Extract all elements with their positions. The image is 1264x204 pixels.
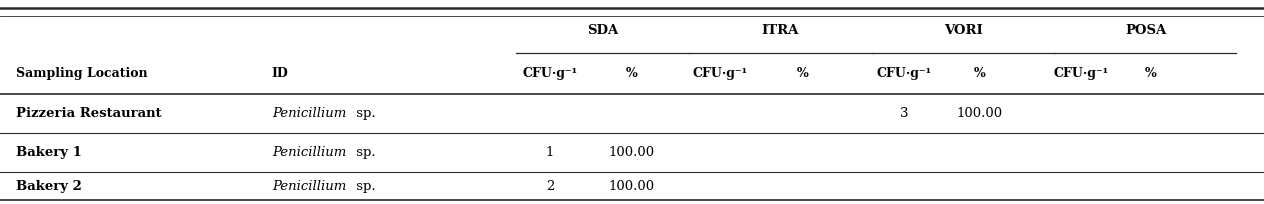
- Text: Sampling Location: Sampling Location: [16, 67, 148, 80]
- Text: Bakery 2: Bakery 2: [16, 180, 82, 193]
- Text: Penicillium: Penicillium: [272, 107, 346, 120]
- Text: SDA: SDA: [586, 24, 618, 37]
- Text: sp.: sp.: [353, 180, 375, 193]
- Text: VORI: VORI: [944, 24, 983, 37]
- Text: %: %: [796, 67, 809, 80]
- Text: 2: 2: [546, 180, 554, 193]
- Text: 100.00: 100.00: [609, 146, 655, 159]
- Text: POSA: POSA: [1125, 24, 1167, 37]
- Text: %: %: [973, 67, 986, 80]
- Text: ITRA: ITRA: [762, 24, 799, 37]
- Text: 100.00: 100.00: [609, 180, 655, 193]
- Text: %: %: [626, 67, 638, 80]
- Text: CFU·g⁻¹: CFU·g⁻¹: [1053, 67, 1109, 80]
- Text: CFU·g⁻¹: CFU·g⁻¹: [876, 67, 932, 80]
- Text: Pizzeria Restaurant: Pizzeria Restaurant: [16, 107, 162, 120]
- Text: CFU·g⁻¹: CFU·g⁻¹: [522, 67, 578, 80]
- Text: sp.: sp.: [353, 146, 375, 159]
- Text: CFU·g⁻¹: CFU·g⁻¹: [693, 67, 748, 80]
- Text: Penicillium: Penicillium: [272, 146, 346, 159]
- Text: %: %: [1144, 67, 1157, 80]
- Text: 100.00: 100.00: [957, 107, 1002, 120]
- Text: ID: ID: [272, 67, 288, 80]
- Text: Penicillium: Penicillium: [272, 180, 346, 193]
- Text: sp.: sp.: [353, 107, 375, 120]
- Text: 3: 3: [900, 107, 908, 120]
- Text: 1: 1: [546, 146, 554, 159]
- Text: Bakery 1: Bakery 1: [16, 146, 82, 159]
